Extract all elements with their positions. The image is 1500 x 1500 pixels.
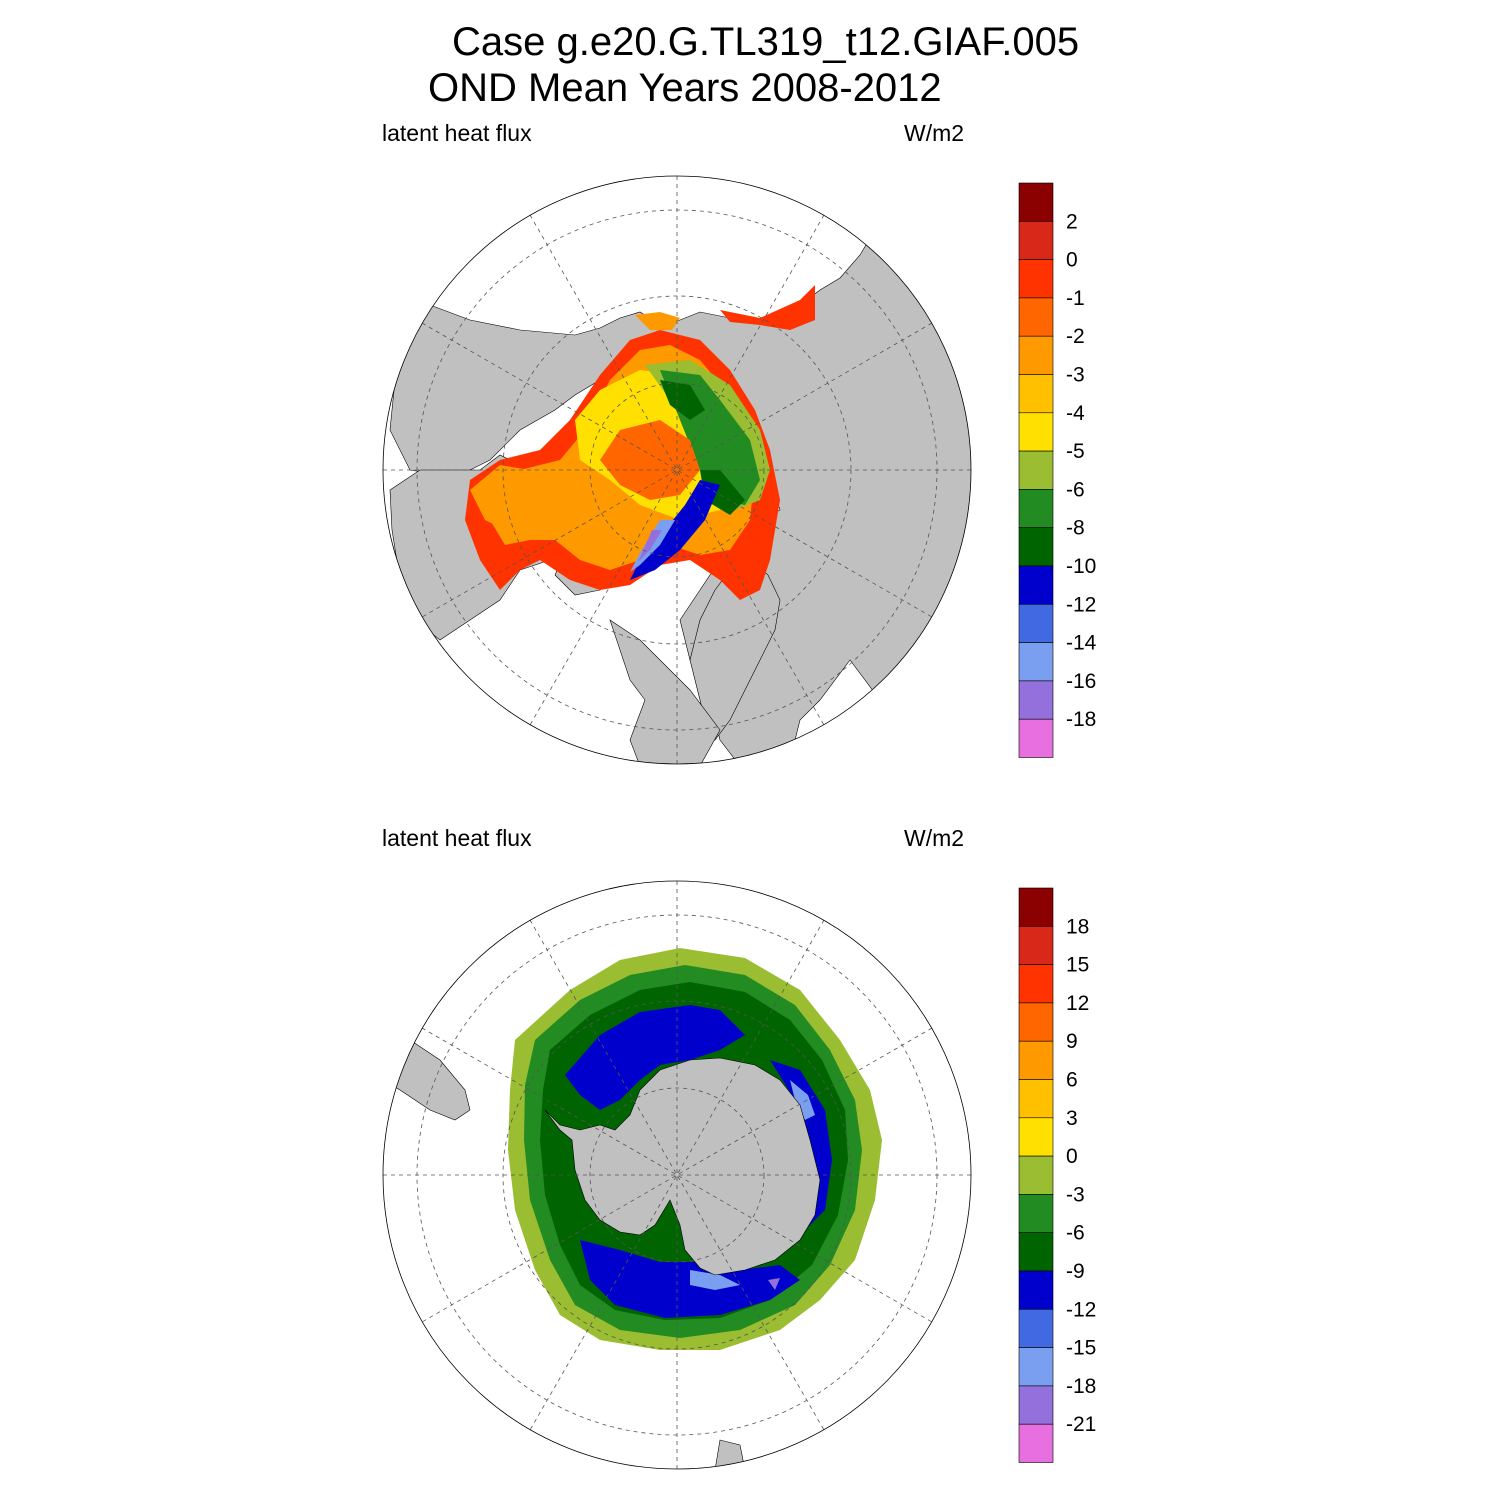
antarctic-colorbar-swatch	[1018, 964, 1054, 1004]
antarctic-colorbar-swatch	[1018, 1117, 1054, 1157]
antarctic-colorbar-tick-label: -6	[1066, 1222, 1085, 1245]
arctic-ice-lightblue-strait	[630, 520, 675, 572]
antarctic-land-continent	[544, 1057, 821, 1276]
antarctic-colorbar: 18 15 12 9 6 3 0 -3 -6 -9 -12 -15 -18 -21	[1018, 887, 1096, 1463]
arctic-colorbar-tick-label: -10	[1066, 555, 1096, 578]
antarctic-colorbar-swatch	[1018, 1347, 1054, 1387]
antarctic-ice-blue-weddell	[565, 1005, 745, 1110]
arctic-colorbar-swatch	[1018, 259, 1054, 299]
title-case: Case g.e20.G.TL319_t12.GIAF.005	[452, 20, 1080, 64]
antarctic-graticule	[383, 881, 971, 1469]
antarctic-colorbar-tick-label: -21	[1066, 1413, 1096, 1436]
arctic-graticule	[383, 176, 971, 764]
arctic-colorbar-swatch	[1018, 412, 1054, 452]
antarctic-colorbar-tick-label: 15	[1066, 954, 1089, 977]
antarctic-colorbar-tick-label: 12	[1066, 992, 1089, 1015]
arctic-colorbar-swatch	[1018, 680, 1054, 720]
antarctic-colorbar-tick-label: 6	[1066, 1069, 1078, 1092]
antarctic-colorbar-swatch	[1018, 1232, 1054, 1272]
antarctic-ice-lightblue-east	[690, 1080, 815, 1290]
antarctic-colorbar-swatch	[1018, 1155, 1054, 1195]
arctic-colorbar-swatch	[1018, 489, 1054, 528]
arctic-ice-hudson	[470, 465, 545, 530]
arctic-colorbar-swatch	[1018, 527, 1054, 567]
arctic-colorbar-swatch	[1018, 718, 1054, 758]
arctic-colorbar-tick-label: -8	[1066, 517, 1085, 540]
arctic-map	[383, 176, 971, 764]
antarctic-colorbar-tick-label: -9	[1066, 1260, 1085, 1283]
arctic-ice-bering-orange	[635, 312, 680, 330]
arctic-colorbar-tick-label: -3	[1066, 364, 1085, 387]
arctic-colorbar-tick-label: -12	[1066, 593, 1096, 616]
arctic-colorbar-tick-label: -14	[1066, 632, 1097, 655]
antarctic-colorbar-swatch	[1018, 925, 1054, 965]
antarctic-colorbar-swatch	[1018, 1194, 1054, 1234]
arctic-colorbar-swatch	[1018, 182, 1054, 222]
antarctic-map-border	[382, 880, 972, 1470]
antarctic-colorbar-tick-label: -18	[1066, 1375, 1096, 1398]
arctic-colorbar-tick-label: -18	[1066, 708, 1096, 731]
antarctic-colorbar-swatch	[1018, 1270, 1054, 1310]
arctic-colorbar-tick-label: -4	[1066, 402, 1085, 425]
arctic-colorbar-swatch	[1018, 565, 1054, 605]
antarctic-colorbar-swatch	[1018, 1079, 1054, 1119]
arctic-colorbar-tick-label: -1	[1066, 287, 1085, 310]
antarctic-colorbar-swatch	[1018, 1309, 1054, 1348]
arctic-ice-darkgreen	[660, 380, 745, 515]
arctic-ice-blue-strait	[630, 480, 720, 580]
arctic-colorbar-swatch	[1018, 450, 1054, 490]
arctic-colorbar-tick-label: -16	[1066, 670, 1096, 693]
arctic-colorbar-tick-label: -5	[1066, 440, 1085, 463]
arctic-ice-purple-strait	[638, 530, 662, 562]
antarctic-colorbar-tick-label: 0	[1066, 1145, 1078, 1168]
antarctic-colorbar-swatch	[1018, 1040, 1054, 1080]
arctic-variable-label: latent heat flux	[382, 120, 532, 146]
antarctic-map	[383, 881, 971, 1469]
arctic-colorbar-swatch	[1018, 335, 1054, 375]
antarctic-colorbar-tick-label: 3	[1066, 1107, 1078, 1130]
arctic-colorbar-swatch	[1018, 374, 1054, 414]
antarctic-colorbar-tick-label: 18	[1066, 915, 1089, 938]
arctic-ice-kamchatka-red	[720, 285, 815, 330]
arctic-colorbar-swatch	[1018, 603, 1054, 643]
arctic-colorbar-tick-label: -6	[1066, 478, 1085, 501]
arctic-colorbar-swatch	[1018, 297, 1054, 337]
antarctic-colorbar-tick-label: -15	[1066, 1337, 1096, 1360]
arctic-colorbar-swatch	[1018, 642, 1054, 682]
antarctic-colorbar-tick-label: 9	[1066, 1030, 1078, 1053]
arctic-map-border	[382, 175, 972, 765]
antarctic-colorbar-swatch	[1018, 1385, 1054, 1425]
antarctic-units-label: W/m2	[904, 825, 965, 851]
antarctic-ice-purple	[768, 1278, 780, 1290]
antarctic-colorbar-tick-label: -3	[1066, 1183, 1085, 1206]
arctic-colorbar-swatch	[1018, 221, 1054, 260]
title-season-years: OND Mean Years 2008-2012	[428, 66, 942, 110]
arctic-colorbar-tick-label: 2	[1066, 210, 1078, 233]
antarctic-colorbar-tick-label: -12	[1066, 1298, 1096, 1321]
antarctic-colorbar-swatch	[1018, 1423, 1054, 1463]
arctic-colorbar: 2 0 -1 -2 -3 -4 -5 -6 -8 -10 -12 -14 -16 -18	[1018, 182, 1097, 758]
arctic-colorbar-tick-label: -2	[1066, 325, 1085, 348]
arctic-units-label: W/m2	[904, 120, 965, 146]
antarctic-variable-label: latent heat flux	[382, 825, 532, 851]
antarctic-colorbar-swatch	[1018, 887, 1054, 927]
antarctic-colorbar-swatch	[1018, 1002, 1054, 1042]
arctic-colorbar-tick-label: 0	[1066, 249, 1078, 272]
